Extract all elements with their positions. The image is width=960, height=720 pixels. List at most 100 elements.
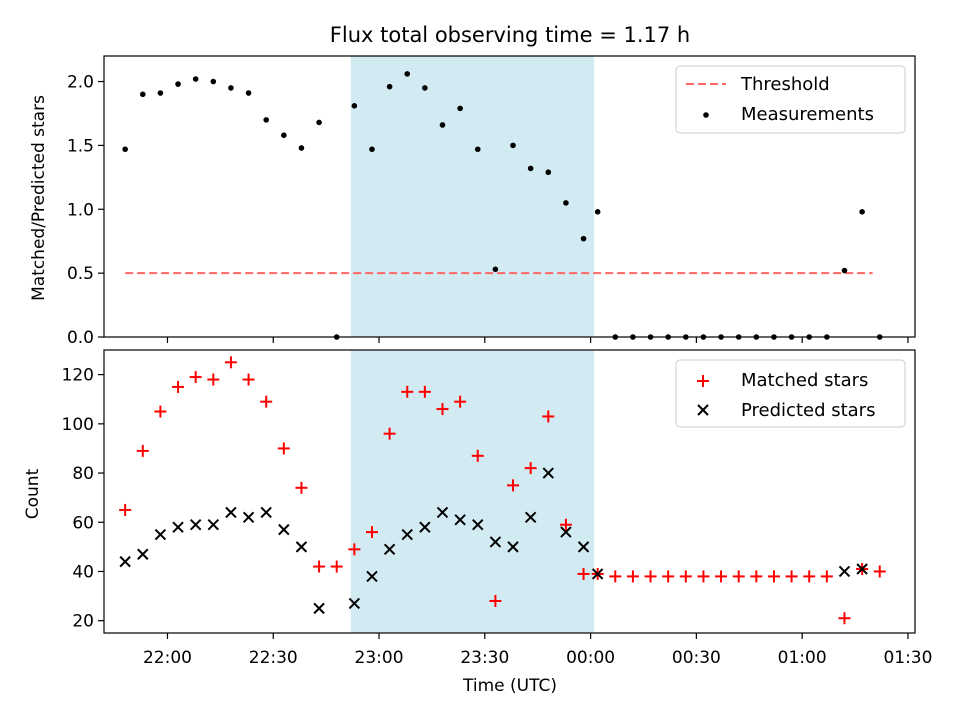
top-shaded-interval xyxy=(350,56,595,337)
y-tick-label: 20 xyxy=(72,612,94,632)
predicted-star-point xyxy=(542,467,554,479)
matched-star-point xyxy=(697,570,710,583)
y-tick-label: 0.0 xyxy=(67,328,94,348)
measurement-point xyxy=(263,117,270,123)
measurement-points-layer xyxy=(122,71,883,340)
measurement-point xyxy=(510,142,516,149)
predicted-star-point xyxy=(172,521,184,533)
measurement-point xyxy=(139,91,146,98)
predicted-star-point xyxy=(137,548,149,560)
predicted-star-point xyxy=(856,563,868,575)
predicted-star-point xyxy=(472,519,484,531)
matched-star-point xyxy=(154,405,167,418)
predicted-star-point xyxy=(838,565,851,578)
matched-star-point xyxy=(715,570,728,583)
y-tick-label: 80 xyxy=(72,464,94,484)
measurement-point xyxy=(545,169,552,176)
bottom-y-axis-label: Count xyxy=(23,468,43,519)
matched-star-point xyxy=(418,385,431,398)
matched-star-point xyxy=(136,444,149,457)
measurement-point xyxy=(404,71,411,77)
x-tick-label: 22:00 xyxy=(143,648,192,668)
matched-star-point xyxy=(454,395,467,408)
x-tick-label: 22:30 xyxy=(249,648,298,668)
legend-predicted-label: Predicted stars xyxy=(741,400,875,421)
matched-star-point xyxy=(207,373,220,386)
measurement-point xyxy=(351,103,358,109)
predicted-star-point xyxy=(189,519,202,531)
measurement-point xyxy=(457,105,463,112)
matched-star-point xyxy=(172,380,185,393)
matched-star-point xyxy=(820,570,833,583)
measurement-point xyxy=(841,267,848,274)
matched-star-point xyxy=(750,570,763,583)
measurement-point xyxy=(594,209,601,215)
predicted-star-point xyxy=(295,541,308,553)
y-tick-label: 1.5 xyxy=(67,136,94,156)
bottom-legend: Matched stars Predicted stars xyxy=(675,359,906,428)
predicted-star-point xyxy=(383,543,396,556)
measurement-point xyxy=(422,85,428,91)
matched-star-point xyxy=(471,449,484,462)
measurement-point xyxy=(580,235,587,242)
predicted-star-point xyxy=(348,597,361,610)
measurement-point xyxy=(439,122,446,128)
chart-title: Flux total observing time = 1.17 h xyxy=(330,23,690,47)
top-legend: Threshold Measurements xyxy=(675,65,906,134)
matched-star-point xyxy=(189,371,202,384)
measurement-point xyxy=(298,145,305,151)
measurement-point xyxy=(157,90,164,96)
measurement-point xyxy=(122,146,128,153)
matched-star-point xyxy=(224,356,237,369)
predicted-star-point xyxy=(577,541,590,553)
matched-star-point xyxy=(679,570,692,583)
predicted-star-point xyxy=(207,519,220,531)
predicted-star-point xyxy=(489,536,502,548)
top-y-ticks: 0.0 0.5 1.0 1.5 2.0 xyxy=(67,73,104,348)
matched-star-point xyxy=(277,442,290,455)
y-tick-label: 100 xyxy=(62,415,94,435)
predicted-star-point xyxy=(560,526,572,538)
y-tick-label: 40 xyxy=(72,562,94,582)
predicted-star-point xyxy=(278,523,290,536)
matched-star-point xyxy=(838,612,851,625)
measurement-point xyxy=(281,132,287,138)
matched-star-point xyxy=(436,403,449,416)
predicted-star-point xyxy=(591,568,604,580)
count-points-layer xyxy=(119,356,886,625)
x-tick-label: 23:30 xyxy=(460,648,509,668)
matched-star-point xyxy=(260,395,273,408)
legend-matched-label: Matched stars xyxy=(741,370,868,391)
measurement-point xyxy=(245,90,252,96)
matched-star-point xyxy=(767,570,780,583)
predicted-star-point xyxy=(242,511,255,524)
legend-measurements-label: Measurements xyxy=(741,104,874,125)
x-tick-label: 01:30 xyxy=(883,648,932,668)
matched-star-point xyxy=(313,560,326,573)
measurement-point xyxy=(210,78,217,85)
matched-star-point xyxy=(242,373,255,386)
legend-matched-swatch xyxy=(697,375,709,387)
matched-star-point xyxy=(489,595,502,608)
matched-star-point xyxy=(662,570,675,583)
matched-star-point xyxy=(873,565,886,578)
y-tick-label: 60 xyxy=(72,513,94,533)
x-tick-label: 01:00 xyxy=(778,648,827,668)
predicted-star-point xyxy=(454,514,466,526)
y-tick-label: 2.0 xyxy=(67,73,94,93)
matched-star-point xyxy=(644,570,657,583)
bottom-axes-frame xyxy=(103,349,916,634)
measurement-point xyxy=(859,209,865,215)
measurement-point xyxy=(369,146,375,153)
measurement-point xyxy=(527,165,534,172)
predicted-star-point xyxy=(225,506,237,519)
measurement-point xyxy=(175,81,181,87)
x-tick-label: 00:30 xyxy=(672,648,721,668)
predicted-star-point xyxy=(401,528,413,541)
measurement-point xyxy=(563,200,569,206)
x-tick-label: 23:00 xyxy=(355,648,404,668)
top-y-axis-label: Matched/Predicted stars xyxy=(29,95,49,301)
matched-star-point xyxy=(542,410,555,423)
matched-star-point xyxy=(330,560,343,573)
